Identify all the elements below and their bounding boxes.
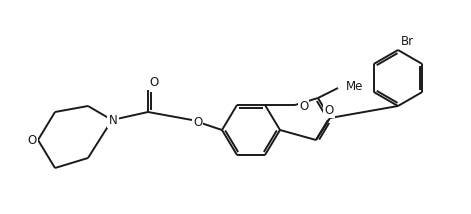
Text: Me: Me — [346, 79, 363, 92]
Text: N: N — [109, 113, 117, 126]
Text: O: O — [28, 134, 37, 147]
Text: O: O — [299, 100, 308, 113]
Text: Br: Br — [401, 35, 414, 48]
Text: O: O — [325, 104, 333, 117]
Text: O: O — [149, 76, 158, 89]
Text: O: O — [193, 116, 202, 128]
